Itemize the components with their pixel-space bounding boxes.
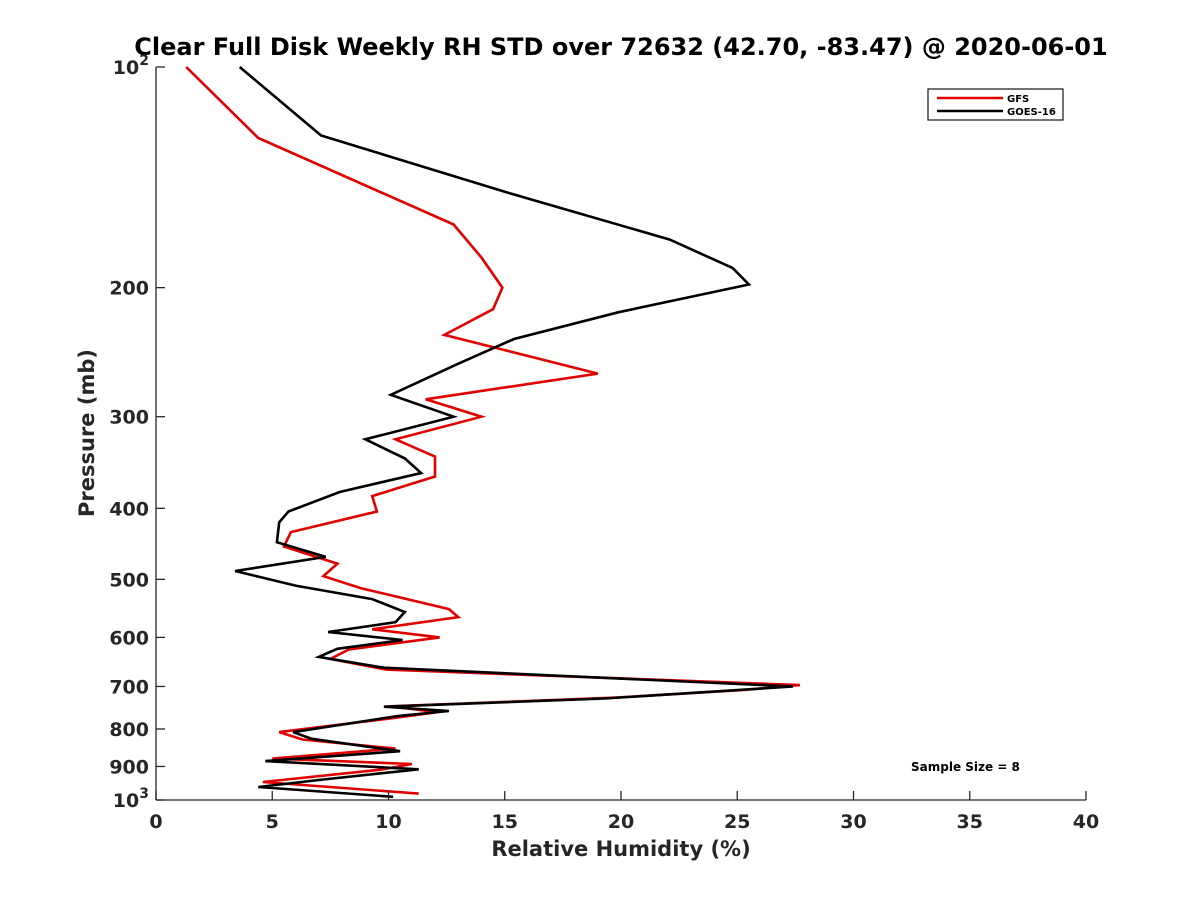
x-tick-label: 15 [492,811,518,833]
y-tick-label: 300 [109,407,149,429]
y-tick-label: 500 [109,569,149,591]
y-tick-label: 800 [109,719,149,741]
plot-area [156,67,1086,800]
y-tick-label: 102 [113,53,149,79]
x-tick-label: 40 [1073,811,1099,833]
sample-size-annotation: Sample Size = 8 [911,760,1020,774]
y-tick-label: 200 [109,278,149,300]
y-tick-label: 400 [109,498,149,520]
legend-label-goes16: GOES-16 [1007,107,1056,118]
x-axis-label: Relative Humidity (%) [491,837,750,861]
chart-title: Clear Full Disk Weekly RH STD over 72632… [134,33,1107,61]
x-tick-label: 0 [149,811,162,833]
y-axis-label: Pressure (mb) [75,349,99,517]
y-tick-label: 700 [109,676,149,698]
y-tick-label: 600 [109,627,149,649]
series-line-goes16 [234,66,794,799]
x-axis-ticks: 0 5 10 15 20 25 30 35 40 [149,791,1099,833]
y-tick-label: 103 [113,786,149,812]
legend: GFS GOES-16 [927,88,1064,121]
y-axis-ticks: 102 200 300 400 500 600 700 800 900 103 [109,53,165,812]
x-tick-label: 35 [957,811,983,833]
series-line-gfs [185,66,801,795]
x-tick-label: 25 [724,811,750,833]
y-tick-label: 900 [109,756,149,778]
x-tick-label: 10 [375,811,401,833]
legend-box [927,88,1064,121]
x-tick-label: 5 [266,811,279,833]
x-tick-label: 30 [840,811,866,833]
series-layer [185,66,801,799]
x-tick-label: 20 [608,811,634,833]
legend-label-gfs: GFS [1007,94,1029,105]
